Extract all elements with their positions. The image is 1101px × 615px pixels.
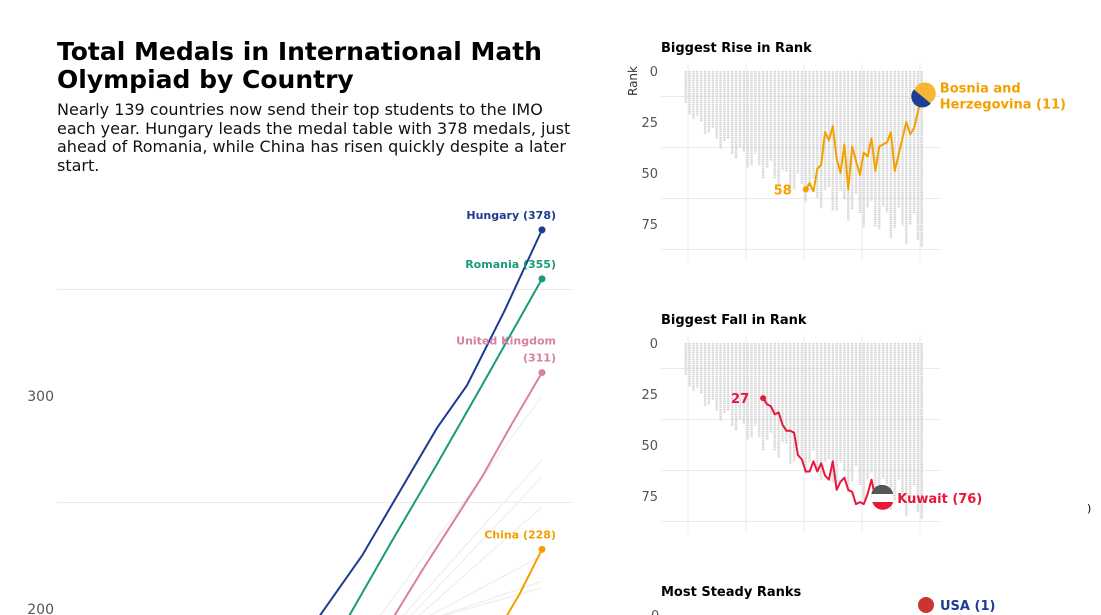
- main-chart: 200 300 Hungary (378) Romania (355) United K…: [27, 209, 573, 615]
- highlight-line: [804, 93, 923, 193]
- series-label: China (228): [484, 528, 556, 541]
- ytick-label: 200: [27, 602, 54, 615]
- start-point: [760, 395, 767, 402]
- other-country-line: [379, 395, 543, 615]
- ytick-label: 50: [641, 439, 658, 454]
- series-line: [506, 548, 543, 615]
- highlight-line: [762, 397, 880, 506]
- series-label: Romania (355): [465, 258, 556, 271]
- series-end-point: [538, 369, 546, 377]
- page-subtitle: Nearly 139 countries now send their top …: [57, 100, 571, 175]
- series-line: [348, 278, 543, 615]
- ytick-label: 75: [641, 218, 658, 233]
- start-label: 27: [731, 392, 749, 407]
- steady-ytick-0: 0: [651, 609, 659, 615]
- flag-part: [911, 89, 931, 108]
- bosnia-flag-icon: [911, 82, 936, 108]
- panel-title-steady: Most Steady Ranks: [661, 585, 802, 600]
- series-label: United Kingdom: [456, 335, 556, 348]
- panel-title-rise: Biggest Rise in Rank: [661, 41, 812, 56]
- kuwait-flag-icon: [871, 484, 894, 510]
- start-point: [802, 186, 809, 193]
- page-title: Total Medals in International Math Olymp…: [57, 37, 542, 94]
- usa-flag-icon: [918, 597, 934, 613]
- panel-fall: 0 25 50 75 27 Kuwait (76): [641, 335, 982, 533]
- series-end-point: [538, 226, 546, 234]
- other-country-line: [410, 476, 543, 615]
- end-label: Bosnia and: [940, 81, 1021, 96]
- series-end-point: [538, 275, 546, 283]
- end-label: Kuwait (76): [897, 492, 982, 507]
- ytick-label: 75: [641, 490, 658, 505]
- flag-part: [871, 484, 894, 499]
- steady-label: USA (1): [940, 599, 995, 614]
- series-end-point: [538, 545, 546, 553]
- other-country-line: [402, 459, 543, 615]
- start-label: 58: [774, 183, 792, 198]
- ytick-label: 25: [641, 116, 658, 131]
- panel-title-fall: Biggest Fall in Rank: [661, 313, 807, 328]
- other-country-line: [429, 555, 543, 615]
- other-country-line: [418, 506, 543, 615]
- other-country-line: [443, 587, 543, 615]
- series-label: (311): [523, 352, 556, 365]
- rank-axis-label: Rank: [626, 66, 640, 96]
- ytick-label: 0: [650, 65, 658, 80]
- end-label: Herzegovina (11): [940, 97, 1066, 112]
- flag-part: [872, 502, 894, 510]
- ytick-label: 0: [650, 337, 658, 352]
- ytick-label: 50: [641, 167, 658, 182]
- ytick-label: 25: [641, 388, 658, 403]
- series-line: [393, 372, 543, 615]
- ytick-label: 300: [27, 389, 54, 405]
- series-label: Hungary (378): [466, 209, 556, 222]
- series-line: [319, 229, 543, 615]
- clipped-text: ): [1087, 502, 1091, 515]
